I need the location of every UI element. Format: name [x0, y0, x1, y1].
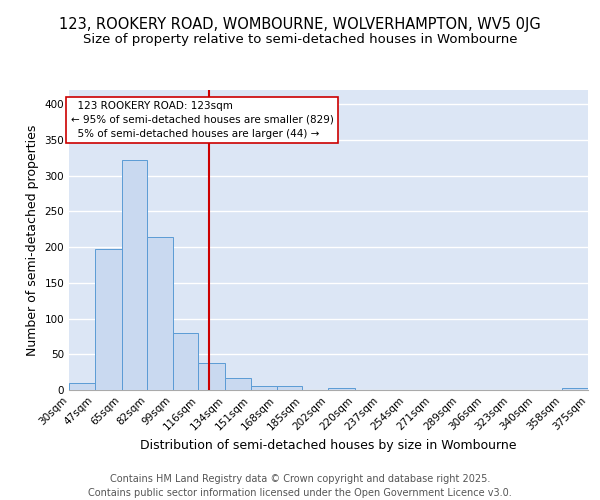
Text: Size of property relative to semi-detached houses in Wombourne: Size of property relative to semi-detach…	[83, 32, 517, 46]
Bar	[251, 386, 277, 390]
Bar	[173, 333, 199, 390]
Y-axis label: Number of semi-detached properties: Number of semi-detached properties	[26, 124, 39, 356]
Bar	[226, 378, 251, 390]
Bar	[147, 237, 173, 390]
Bar	[562, 388, 588, 390]
Text: Contains HM Land Registry data © Crown copyright and database right 2025.
Contai: Contains HM Land Registry data © Crown c…	[88, 474, 512, 498]
Bar	[122, 160, 147, 390]
Text: 123 ROOKERY ROAD: 123sqm  
← 95% of semi-detached houses are smaller (829)
  5% : 123 ROOKERY ROAD: 123sqm ← 95% of semi-d…	[71, 100, 334, 138]
Bar	[328, 388, 355, 390]
Text: 123, ROOKERY ROAD, WOMBOURNE, WOLVERHAMPTON, WV5 0JG: 123, ROOKERY ROAD, WOMBOURNE, WOLVERHAMP…	[59, 18, 541, 32]
X-axis label: Distribution of semi-detached houses by size in Wombourne: Distribution of semi-detached houses by …	[140, 438, 517, 452]
Bar	[95, 250, 122, 390]
Bar	[199, 363, 226, 390]
Bar	[277, 386, 302, 390]
Bar	[69, 383, 95, 390]
